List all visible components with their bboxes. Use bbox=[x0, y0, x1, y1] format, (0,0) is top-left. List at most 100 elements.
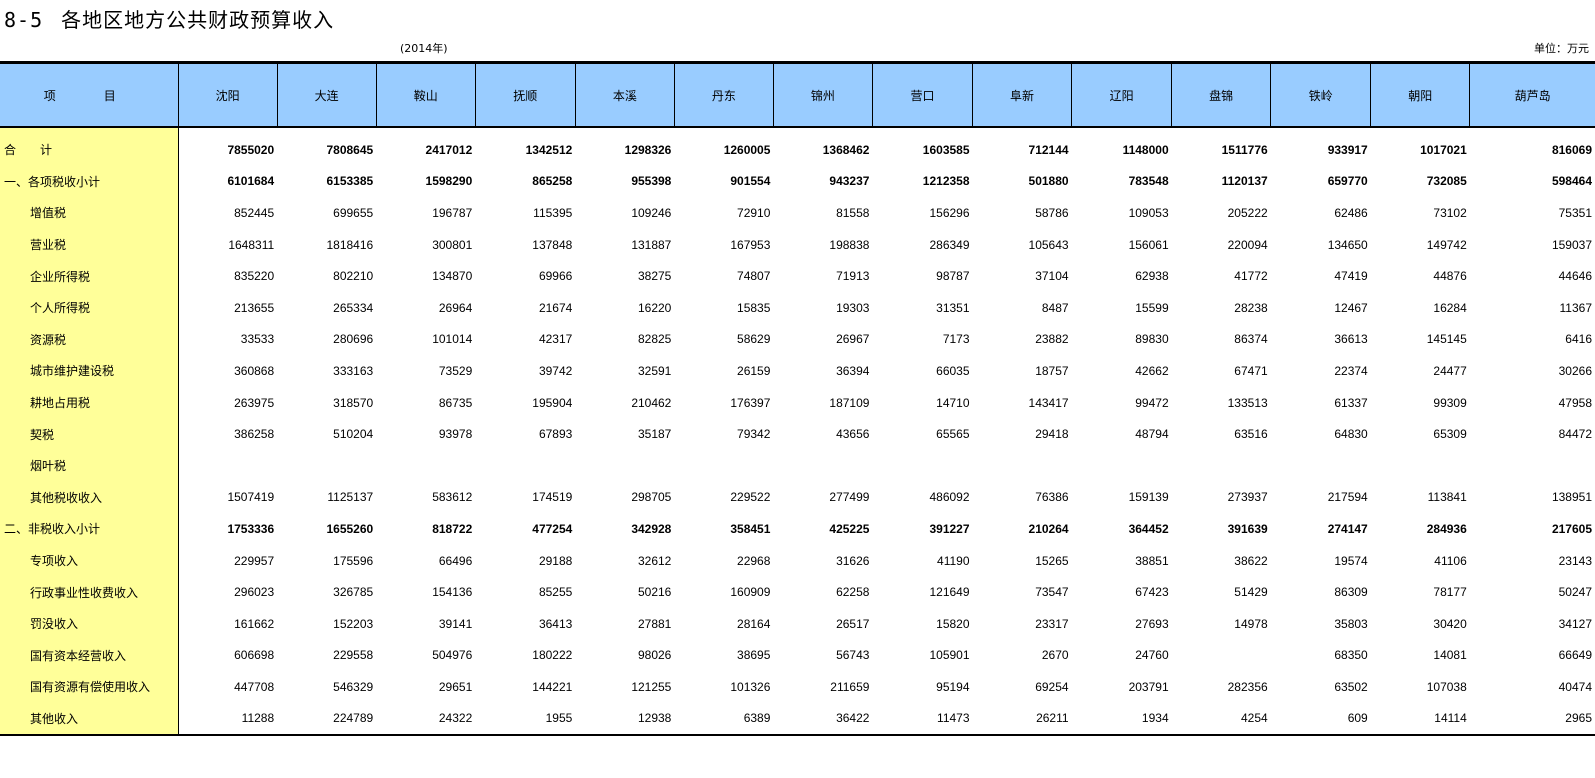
table-cell: 81558 bbox=[836, 205, 870, 220]
table-cell: 159139 bbox=[1128, 490, 1169, 505]
table-number: 8-5 bbox=[4, 8, 44, 32]
year-label: (2014年) bbox=[400, 42, 448, 55]
table-cell: 38275 bbox=[637, 269, 672, 284]
table-cell: 783548 bbox=[1128, 174, 1169, 189]
table-cell: 933917 bbox=[1327, 142, 1368, 157]
table-cell: 99472 bbox=[1135, 395, 1169, 410]
row-label: 行政事业性收费收入 bbox=[0, 576, 179, 608]
table-cell: 229522 bbox=[730, 490, 771, 505]
table-cell: 28164 bbox=[737, 616, 771, 631]
table-cell: 66035 bbox=[936, 363, 970, 378]
table-cell: 160909 bbox=[730, 585, 771, 600]
table-cell: 42662 bbox=[1135, 363, 1169, 378]
table-cell: 84472 bbox=[1558, 427, 1592, 442]
table-cell: 1648311 bbox=[228, 237, 275, 252]
table-cell: 43656 bbox=[836, 427, 870, 442]
table-row: 烟叶税 bbox=[0, 449, 1595, 482]
table-cell: 606698 bbox=[234, 648, 275, 663]
table-cell: 86735 bbox=[438, 395, 473, 410]
table-cell bbox=[475, 450, 575, 482]
table-cell: 137848 bbox=[532, 237, 573, 252]
table-cell: 69966 bbox=[538, 269, 573, 284]
table-cell bbox=[575, 450, 674, 482]
table-cell: 217594 bbox=[1327, 490, 1368, 505]
row-label: 城市维护建设税 bbox=[0, 355, 179, 387]
table-cell bbox=[1172, 640, 1271, 672]
table-cell: 143417 bbox=[1028, 395, 1069, 410]
table-cell: 30420 bbox=[1433, 616, 1467, 631]
table-cell: 134650 bbox=[1327, 237, 1368, 252]
table-cell: 62258 bbox=[836, 585, 870, 600]
table-cell bbox=[1371, 450, 1470, 482]
table-cell: 36422 bbox=[836, 711, 870, 726]
column-header-city: 本溪 bbox=[574, 62, 675, 128]
table-cell: 1934 bbox=[1141, 711, 1169, 726]
table-cell: 14081 bbox=[1433, 648, 1467, 663]
table-row: 一、各项税收小计 6101684 6153385 1598290 865258 95539… bbox=[0, 165, 1595, 198]
table-cell: 29188 bbox=[538, 553, 573, 568]
table-cell: 29651 bbox=[438, 679, 473, 694]
table-cell: 109246 bbox=[631, 205, 672, 220]
table-cell: 477254 bbox=[532, 521, 573, 536]
row-label: 二、非税收入小计 bbox=[0, 513, 179, 545]
table-row: 契税 386258 510204 93978 67893 35187 79342 43656 6… bbox=[0, 418, 1595, 450]
table-cell: 300801 bbox=[432, 237, 473, 252]
table-row: 国有资本经营收入 606698 229558 504976 180222 98026 386… bbox=[0, 639, 1595, 672]
table-cell: 263975 bbox=[234, 395, 275, 410]
table-cell: 22968 bbox=[737, 553, 771, 568]
table-row: 二、非税收入小计 1753336 1655260 818722 477254 342928… bbox=[0, 513, 1595, 545]
table-cell: 802210 bbox=[333, 269, 374, 284]
table-cell: 712144 bbox=[1028, 142, 1069, 157]
row-label: 资源税 bbox=[0, 323, 179, 356]
table-row: 合 计 7855020 7808645 2417012 1342512 1298326 12… bbox=[0, 127, 1595, 166]
table-cell bbox=[674, 450, 773, 482]
table-cell: 98787 bbox=[936, 269, 970, 284]
row-label: 其他收入 bbox=[0, 702, 179, 736]
table-cell: 501880 bbox=[1028, 174, 1069, 189]
table-cell: 176397 bbox=[730, 395, 771, 410]
table-cell: 11288 bbox=[241, 711, 275, 726]
table-cell: 115395 bbox=[533, 205, 573, 220]
header-row: 项 目沈阳 大连 鞍山 抚顺 本溪 丹东 锦州 营口 阜新 辽阳 盘锦 铁岭 朝阳 葫芦岛 bbox=[0, 62, 1595, 128]
table-cell: 85255 bbox=[538, 585, 573, 600]
table-cell: 26159 bbox=[737, 363, 771, 378]
column-header-city: 辽阳 bbox=[1071, 62, 1172, 128]
table-cell: 510204 bbox=[333, 427, 374, 442]
table-cell: 67471 bbox=[1234, 363, 1268, 378]
table-cell: 15835 bbox=[737, 300, 771, 315]
table-cell: 213655 bbox=[234, 300, 275, 315]
table-cell: 447708 bbox=[234, 679, 275, 694]
table-cell: 145145 bbox=[1426, 332, 1467, 347]
table-cell: 14114 bbox=[1434, 711, 1467, 726]
table-cell: 6153385 bbox=[326, 174, 374, 189]
row-label: 增值税 bbox=[0, 197, 179, 229]
table-cell: 75351 bbox=[1558, 205, 1592, 220]
table-cell: 7173 bbox=[942, 332, 970, 347]
table-cell: 1368462 bbox=[822, 142, 870, 157]
table-cell: 425225 bbox=[829, 521, 870, 536]
table-cell: 42317 bbox=[538, 332, 573, 347]
table-cell: 30266 bbox=[1558, 363, 1592, 378]
table-cell: 1507419 bbox=[227, 490, 275, 505]
table-row: 企业所得税 835220 802210 134870 69966 38275 74807 71… bbox=[0, 260, 1595, 292]
table-cell: 7808645 bbox=[326, 142, 374, 157]
table-cell: 68350 bbox=[1334, 648, 1368, 663]
table-row: 资源税 33533 280696 101014 42317 82825 58629 26967… bbox=[0, 323, 1595, 356]
table-cell bbox=[1172, 450, 1271, 482]
table-cell: 66649 bbox=[1558, 648, 1592, 663]
table-cell: 38622 bbox=[1234, 553, 1268, 568]
table-cell: 1598290 bbox=[425, 174, 473, 189]
table-row: 城市维护建设税 360868 333163 73529 39742 32591 26159 3… bbox=[0, 355, 1595, 387]
row-label: 企业所得税 bbox=[0, 260, 179, 292]
table-row: 罚没收入 161662 152203 39141 36413 27881 28164 2651… bbox=[0, 607, 1595, 640]
row-label: 一、各项税收小计 bbox=[0, 165, 179, 198]
table-cell: 62938 bbox=[1135, 269, 1169, 284]
table-cell: 364452 bbox=[1128, 521, 1169, 536]
table-row: 营业税 1648311 1818416 300801 137848 131887 16795… bbox=[0, 228, 1595, 261]
table-cell: 98026 bbox=[637, 648, 672, 663]
table-title: 各地区地方公共财政预算收入 bbox=[61, 8, 335, 32]
table-cell: 32612 bbox=[637, 553, 672, 568]
table-cell: 180222 bbox=[532, 648, 573, 663]
table-cell: 63502 bbox=[1334, 679, 1368, 694]
table-cell: 220094 bbox=[1227, 237, 1268, 252]
